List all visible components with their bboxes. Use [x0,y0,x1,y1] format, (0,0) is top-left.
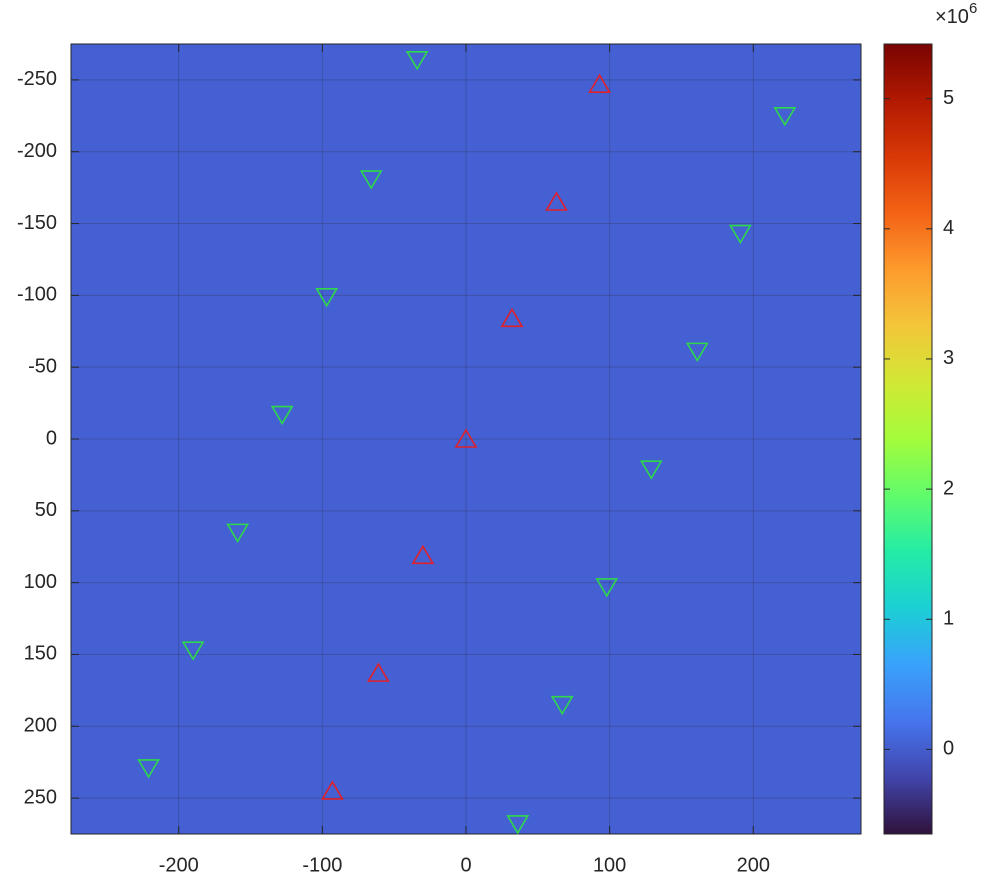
down-triangle [550,695,574,716]
up-triangle [588,73,611,94]
down-triangle [181,641,205,661]
down-triangle [405,50,429,71]
colorbar-tick-label: 5 [943,87,954,109]
colorbar-exponent: ×106 [935,0,977,28]
image-background [71,44,861,834]
up-triangle [321,780,344,800]
down-triangle [270,405,294,426]
up-triangle [500,307,524,328]
x-tick-label: -200 [159,854,199,876]
colorbar-tick-label: 4 [943,217,954,239]
down-triangle [506,815,530,835]
y-tick-label: -50 [28,355,57,377]
exponent-power: 6 [969,0,977,17]
y-tick-label: 250 [24,786,57,808]
colorbar-tick-label: 0 [943,738,954,760]
down-triangle [359,170,383,190]
down-triangle [728,224,752,245]
up-triangle [411,544,435,565]
y-tick-label: 150 [24,643,57,665]
up-triangle [545,191,568,211]
up-triangle [454,428,478,448]
y-tick-label: 100 [24,571,57,593]
down-triangle [639,460,663,480]
down-triangle [137,759,160,779]
down-triangle [315,287,339,308]
exponent-base: ×10 [935,6,969,28]
x-tick-label: 100 [593,854,626,876]
y-tick-label: 0 [46,427,57,449]
x-tick-label: -100 [302,854,342,876]
down-triangle [595,578,619,598]
down-triangle [226,523,250,543]
down-triangle [773,107,797,127]
y-tick-label: -150 [17,212,57,234]
colorbar-tick-label: 1 [943,608,954,630]
colorbar [883,43,933,835]
x-tick-label: 0 [460,854,471,876]
x-tick-label: 200 [737,854,770,876]
up-triangle [366,662,390,682]
down-triangle [685,342,709,362]
y-tick-label: -200 [17,140,57,162]
y-tick-label: -250 [17,68,57,90]
y-tick-label: -100 [17,284,57,306]
axes-frame [70,43,862,835]
colorbar-tick-label: 3 [943,347,954,369]
y-tick-label: 50 [35,499,57,521]
y-tick-label: 200 [24,715,57,737]
colorbar-tick-label: 2 [943,477,954,499]
